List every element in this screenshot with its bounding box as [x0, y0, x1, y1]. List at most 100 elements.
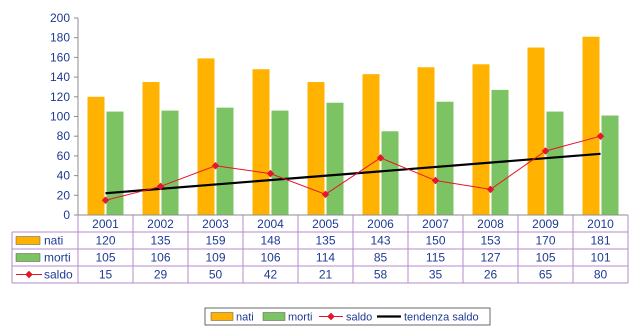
table-cell: 127: [480, 251, 500, 265]
legend-key-saldo-marker: [327, 312, 335, 321]
x-tick-label: 2007: [422, 217, 449, 231]
x-tick-label: 2001: [92, 217, 119, 231]
table-cell: 109: [205, 251, 225, 265]
y-tick-label: 100: [50, 110, 70, 124]
table-cell: 35: [429, 268, 443, 282]
y-tick-label: 140: [50, 70, 70, 84]
trendline: [105, 152, 601, 195]
saldo-point: [101, 196, 110, 205]
table-cell: 181: [590, 234, 610, 248]
y-tick-label: 20: [57, 188, 71, 202]
saldo-point: [211, 161, 220, 170]
x-tick-label: 2009: [532, 217, 559, 231]
table-cell: 58: [374, 268, 388, 282]
table-cell: 120: [95, 234, 115, 248]
bar-morti: [436, 101, 454, 215]
x-tick-label: 2008: [477, 217, 504, 231]
y-tick-label: 180: [50, 31, 70, 45]
row-label: saldo: [44, 268, 73, 282]
y-tick-label: 200: [50, 11, 70, 25]
table-cell: 101: [590, 251, 610, 265]
bar-nati: [197, 58, 215, 216]
table-cell: 80: [594, 268, 608, 282]
x-tick-label: 2004: [257, 217, 284, 231]
table-cell: 29: [154, 268, 168, 282]
table-cell: 115: [426, 251, 445, 265]
saldo-point: [321, 190, 330, 199]
table-cell: 42: [264, 268, 278, 282]
y-tick-label: 60: [57, 149, 71, 163]
bar-morti: [601, 115, 619, 215]
bar-morti: [546, 111, 564, 215]
row-key-nati: [15, 236, 41, 245]
table-cell: 105: [535, 251, 555, 265]
legend-key-morti: [262, 312, 286, 321]
y-tick-label: 120: [50, 90, 70, 104]
bar-nati: [362, 74, 380, 216]
y-tick-label: 0: [63, 208, 70, 222]
bar-nati: [252, 69, 270, 215]
bar-morti: [161, 110, 179, 215]
saldo-point: [156, 182, 165, 191]
row-key-morti: [15, 253, 41, 262]
saldo-line-path: [105, 135, 601, 201]
table-cell: 153: [480, 234, 500, 248]
table-cell: 65: [539, 268, 553, 282]
bar-nati: [582, 36, 600, 216]
x-tick-label: 2002: [147, 217, 174, 231]
x-tick-label: 2003: [202, 217, 229, 231]
y-tick-label: 40: [57, 169, 71, 183]
table-cell: 106: [260, 251, 280, 265]
table-cell: 135: [150, 234, 170, 248]
x-tick-label: 2006: [367, 217, 394, 231]
legend-label-saldo: saldo: [346, 312, 372, 324]
saldo-point: [486, 185, 495, 194]
y-axis: 0 20 40 60 80 100 120 140 160 180 200: [50, 11, 79, 222]
bar-morti: [106, 111, 124, 215]
table-cell: 159: [205, 234, 225, 248]
bar-morti: [326, 102, 344, 215]
bar-morti: [381, 131, 399, 215]
y-tick-label: 160: [50, 50, 70, 64]
saldo-point: [596, 132, 605, 141]
bars: [87, 36, 619, 216]
trendline-saldo: [105, 152, 601, 195]
table-cell: 21: [319, 268, 333, 282]
table-cell: 135: [315, 234, 335, 248]
legend-label-nati: nati: [236, 312, 254, 324]
bar-nati: [307, 82, 325, 216]
y-tick-label: 80: [57, 129, 71, 143]
table-cell: 148: [260, 234, 280, 248]
row-key-marker: [25, 270, 33, 279]
table-cell: 114: [316, 251, 335, 265]
data-table: 2001 2002 2003 2004 2005 2006 2007 2008 2009 2010…: [11, 214, 629, 284]
table-cell: 150: [425, 234, 445, 248]
x-tick-label: 2005: [312, 217, 339, 231]
bar-morti: [216, 107, 234, 215]
saldo-line: [101, 132, 605, 205]
table-cell: 105: [95, 251, 115, 265]
table-cell: 15: [99, 268, 113, 282]
row-label: nati: [44, 234, 63, 248]
bar-nati: [87, 96, 105, 215]
saldo-point: [266, 169, 275, 178]
x-tick-label: 2010: [587, 217, 614, 231]
table-cell: 106: [150, 251, 170, 265]
legend-label-morti: morti: [288, 312, 312, 324]
row-label: morti: [44, 251, 71, 265]
saldo-point: [541, 147, 550, 155]
table-cell: 85: [374, 251, 388, 265]
bar-nati: [417, 67, 435, 215]
saldo-point: [376, 154, 385, 162]
table-cell: 143: [370, 234, 390, 248]
table-cell: 50: [209, 268, 223, 282]
legend-key-nati: [210, 312, 234, 321]
saldo-point: [431, 176, 440, 185]
bar-nati: [142, 82, 160, 216]
table-cell: 170: [535, 234, 555, 248]
bar-nati: [472, 64, 490, 215]
bar-nati: [527, 47, 545, 215]
bar-morti: [491, 89, 509, 215]
table-cell: 26: [484, 268, 498, 282]
